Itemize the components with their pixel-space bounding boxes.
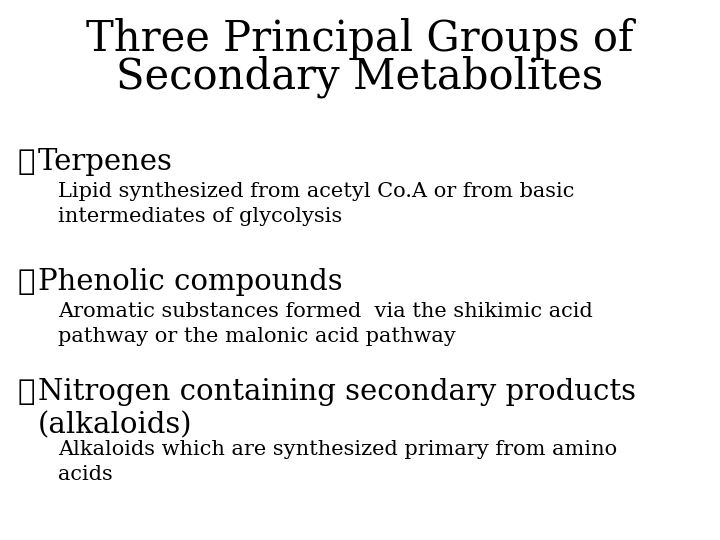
Text: Aromatic substances formed  via the shikimic acid
pathway or the malonic acid pa: Aromatic substances formed via the shiki… (58, 302, 593, 346)
Text: Lipid synthesized from acetyl Co.A or from basic
intermediates of glycolysis: Lipid synthesized from acetyl Co.A or fr… (58, 182, 575, 226)
Text: Secondary Metabolites: Secondary Metabolites (117, 56, 603, 98)
Text: ✓: ✓ (18, 148, 35, 176)
Text: ✓: ✓ (18, 378, 35, 406)
Text: Nitrogen containing secondary products
(alkaloids): Nitrogen containing secondary products (… (38, 378, 636, 440)
Text: ✓: ✓ (18, 268, 35, 296)
Text: Three Principal Groups of: Three Principal Groups of (86, 18, 634, 60)
Text: Phenolic compounds: Phenolic compounds (38, 268, 343, 296)
Text: Alkaloids which are synthesized primary from amino
acids: Alkaloids which are synthesized primary … (58, 440, 617, 484)
Text: Terpenes: Terpenes (38, 148, 173, 176)
